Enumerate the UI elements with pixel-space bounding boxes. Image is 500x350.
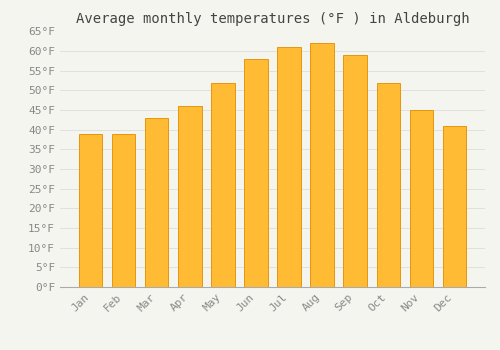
Bar: [376, 83, 400, 287]
Bar: [344, 55, 366, 287]
Bar: [278, 47, 300, 287]
Bar: [212, 83, 234, 287]
Bar: [310, 43, 334, 287]
Bar: [410, 110, 432, 287]
Bar: [442, 126, 466, 287]
Title: Average monthly temperatures (°F ) in Aldeburgh: Average monthly temperatures (°F ) in Al…: [76, 12, 469, 26]
Bar: [244, 59, 268, 287]
Bar: [112, 134, 136, 287]
Bar: [80, 134, 102, 287]
Bar: [178, 106, 202, 287]
Bar: [146, 118, 169, 287]
